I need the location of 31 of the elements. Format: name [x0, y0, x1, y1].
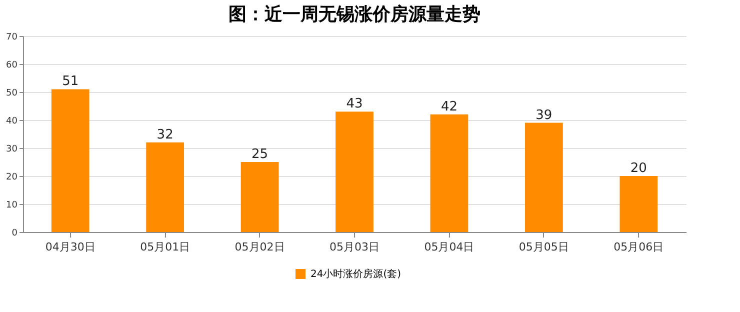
data-label: 39	[536, 108, 552, 123]
y-tick-label: 20	[6, 172, 18, 182]
data-label: 32	[156, 127, 174, 142]
x-tick-label: 05月06日	[614, 240, 664, 254]
y-tick-label: 70	[6, 32, 18, 42]
y-tick-label: 60	[6, 60, 18, 70]
y-tick-label: 10	[6, 200, 18, 210]
data-label: 51	[62, 74, 79, 90]
data-label: 43	[346, 96, 363, 112]
legend-label: 24小时涨价房源(套)	[310, 268, 402, 280]
x-tick-label: 05月03日	[330, 240, 380, 254]
y-tick-label: 30	[6, 144, 18, 154]
x-tick-label: 05月05日	[518, 240, 569, 254]
data-label: 20	[630, 161, 647, 176]
x-tick-label: 05月02日	[234, 240, 285, 254]
bar	[524, 122, 563, 232]
x-tick-label: 05月01日	[140, 240, 190, 254]
bar	[430, 114, 468, 232]
x-tick-label: 04月30日	[45, 240, 96, 254]
chart-title: 图：近一周无锡涨价房源量走势	[228, 4, 480, 25]
data-label: 42	[440, 99, 458, 114]
y-tick-label: 50	[6, 88, 18, 98]
bar	[336, 112, 374, 232]
x-tick-label: 05月04日	[424, 240, 474, 254]
bar	[620, 176, 658, 232]
y-tick-label: 0	[12, 228, 18, 238]
bar	[146, 142, 184, 232]
y-tick-label: 40	[6, 116, 18, 126]
bar	[51, 89, 90, 232]
data-label: 25	[252, 147, 268, 162]
bar	[240, 162, 279, 232]
